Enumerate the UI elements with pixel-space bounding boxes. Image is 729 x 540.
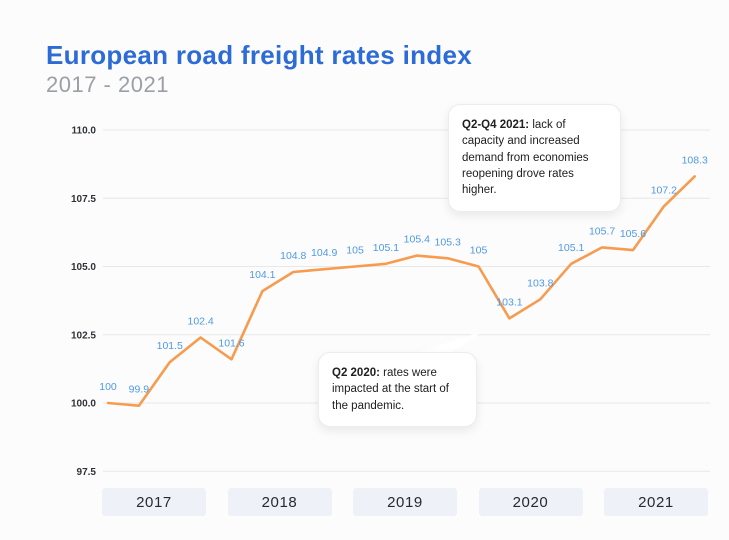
y-axis-tick: 97.5 bbox=[77, 467, 97, 478]
rates-index-series-line bbox=[106, 175, 697, 408]
year-label-2018: 2018 bbox=[227, 488, 332, 516]
y-axis-tick: 100.0 bbox=[71, 399, 96, 410]
year-label-2017: 2017 bbox=[102, 488, 206, 516]
y-axis-tick: 105.0 bbox=[71, 262, 96, 273]
year-label-2019: 2019 bbox=[353, 488, 457, 516]
y-axis-tick: 107.5 bbox=[71, 194, 96, 205]
data-point-label: 105 bbox=[470, 245, 488, 257]
data-point-label: 104.9 bbox=[311, 247, 337, 259]
data-point-label: 101.5 bbox=[157, 340, 183, 352]
annotation-q2-2020-lead: Q2 2020: bbox=[332, 367, 380, 379]
data-point-label: 105.3 bbox=[435, 236, 461, 248]
annotation-q2-q4-2021-lead: Q2-Q4 2021: bbox=[462, 119, 530, 131]
data-point-label: 105.1 bbox=[558, 242, 584, 254]
y-axis-tick: 102.5 bbox=[71, 330, 96, 341]
data-point-label: 105 bbox=[346, 245, 364, 257]
data-point-label: 103.8 bbox=[527, 277, 553, 289]
data-point-label: 108.3 bbox=[682, 154, 708, 166]
data-point-label: 104.1 bbox=[249, 269, 275, 281]
y-axis-tick: 110.0 bbox=[72, 126, 97, 137]
year-label-2021: 2021 bbox=[604, 488, 708, 516]
annotation-q2-2020-text: rates were impacted at the start of the … bbox=[332, 367, 449, 412]
data-point-label: 102.4 bbox=[187, 315, 213, 327]
data-point-label: 107.2 bbox=[651, 184, 677, 196]
data-point-label: 105.6 bbox=[620, 228, 646, 240]
annotation-q2-q4-2021: Q2-Q4 2021: lack of capacity and increas… bbox=[448, 104, 621, 212]
data-point-label: 100 bbox=[99, 381, 117, 393]
annotation-q2-q4-2021-text: lack of capacity and increased demand fr… bbox=[462, 119, 589, 197]
data-point-label: 103.1 bbox=[496, 296, 522, 308]
data-point-label: 105.7 bbox=[589, 225, 615, 237]
data-point-label: 105.1 bbox=[373, 242, 399, 254]
data-point-label: 99.9 bbox=[129, 384, 150, 396]
data-point-label: 104.8 bbox=[280, 250, 306, 262]
chart-subtitle: 2017 - 2021 bbox=[46, 72, 169, 97]
year-label-2020: 2020 bbox=[478, 488, 583, 516]
data-point-label: 101.6 bbox=[218, 337, 244, 349]
annotation-q2-2020: Q2 2020: rates were impacted at the star… bbox=[318, 352, 477, 427]
data-point-label: 105.4 bbox=[404, 234, 430, 246]
chart-title: European road freight rates index bbox=[46, 40, 472, 70]
